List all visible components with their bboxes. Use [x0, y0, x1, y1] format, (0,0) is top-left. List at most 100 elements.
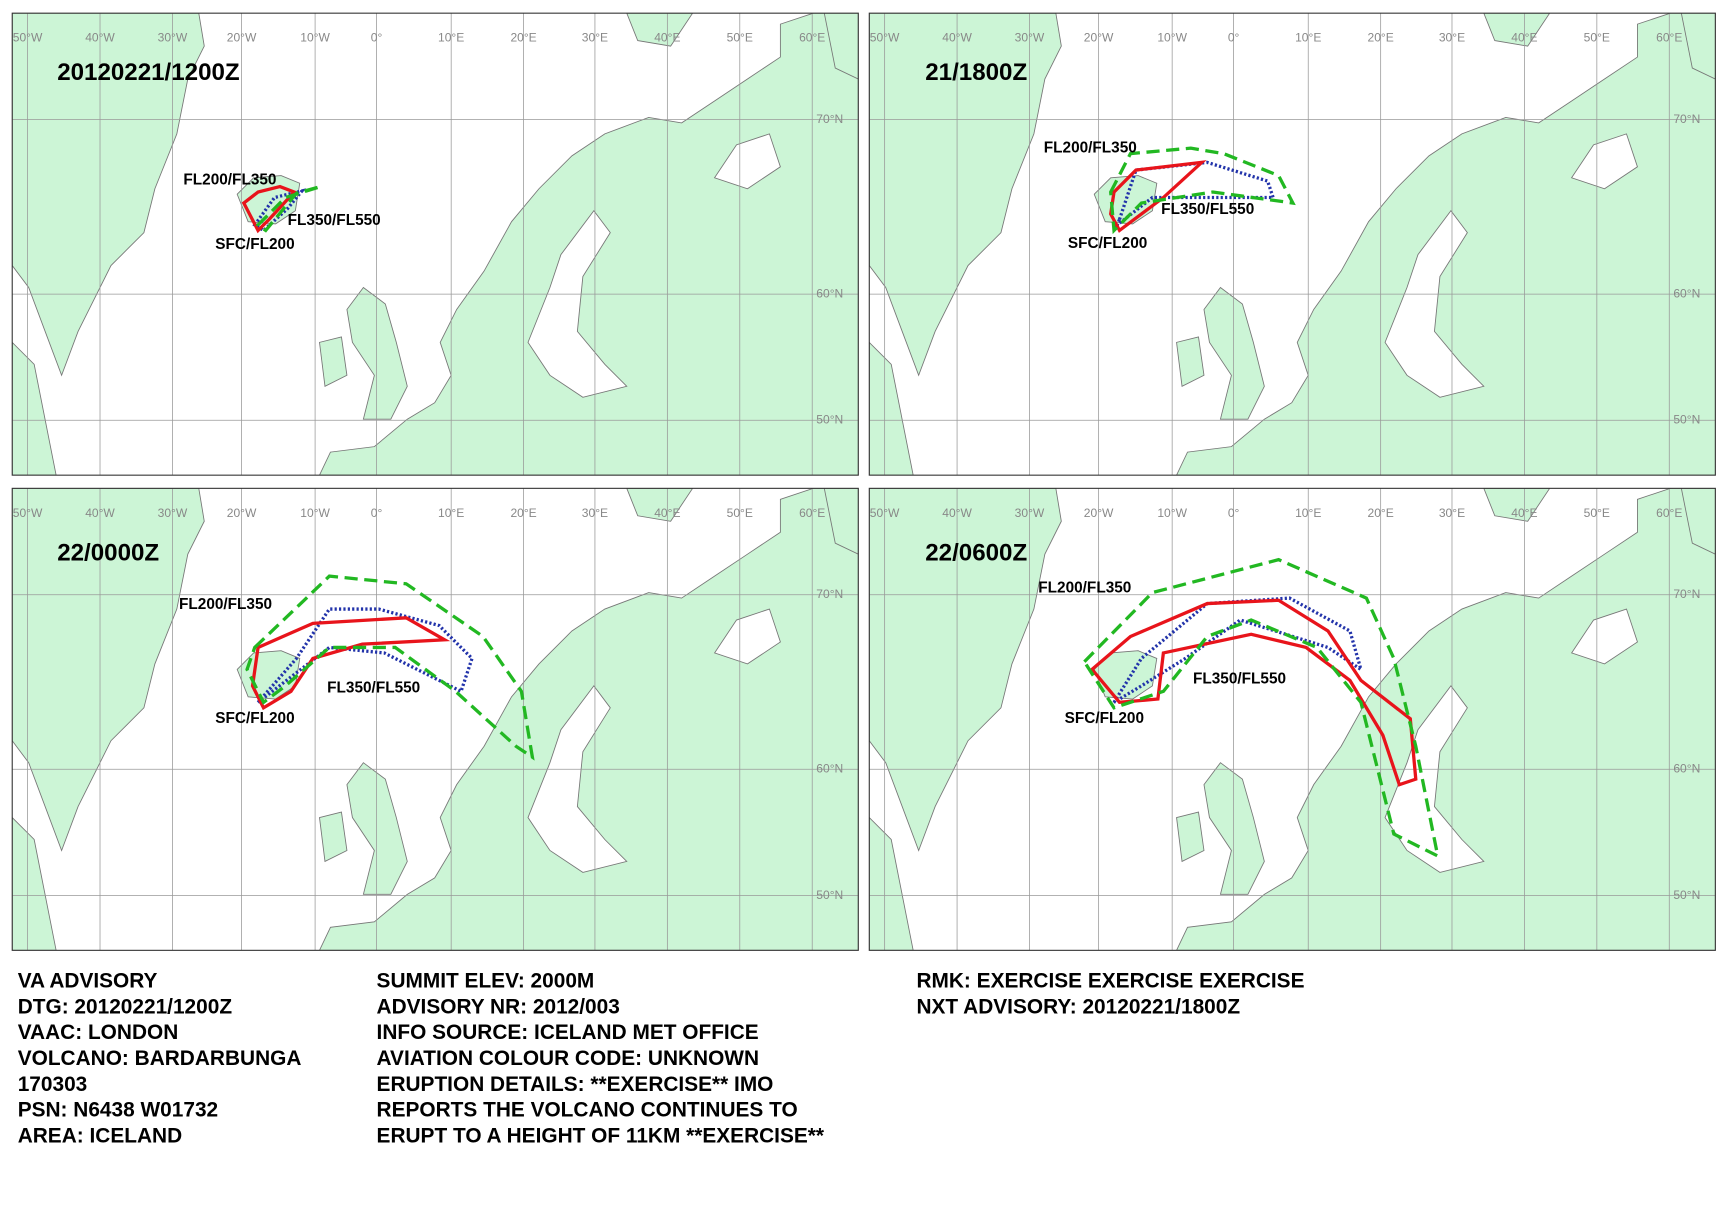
panel-border	[11, 487, 859, 951]
cloud-sfc-fl200	[250, 616, 451, 711]
advisory-line: VAAC: LONDON	[18, 1021, 179, 1044]
longitude-label: 10°W	[300, 31, 330, 45]
longitude-label: 10°W	[300, 506, 330, 520]
longitude-label: 30°E	[582, 506, 608, 520]
layer-label: SFC/FL200	[1065, 710, 1144, 727]
panel-time: 22/0600Z	[925, 540, 1027, 567]
cloud-sfc-fl200	[1108, 160, 1207, 233]
longitude-label: 50°W	[13, 506, 43, 520]
longitude-label: 10°E	[1295, 506, 1321, 520]
advisory-line: RMK: EXERCISE EXERCISE EXERCISE	[916, 970, 1304, 993]
longitude-label: 30°W	[158, 31, 188, 45]
longitude-label: 40°E	[654, 506, 680, 520]
layer-label: SFC/FL200	[1068, 235, 1147, 252]
map-content: 50°W 40°W 30°W 20°W 10°W 0° 10°E 20°E 30°E 40°E 50…	[12, 13, 859, 476]
layer-label: FL200/FL350	[179, 596, 272, 613]
layer-label: SFC/FL200	[215, 710, 294, 727]
advisory-line: VA ADVISORY	[18, 970, 158, 993]
longitude-label: 20°E	[510, 31, 536, 45]
longitude-label: 40°W	[85, 31, 115, 45]
longitude-label: 40°W	[85, 506, 115, 520]
panel-border	[868, 12, 1716, 476]
advisory-line: AVIATION COLOUR CODE: UNKNOWN	[377, 1047, 759, 1070]
advisory-line: NXT ADVISORY: 20120221/1800Z	[916, 995, 1240, 1018]
latitude-label: 60°N	[1673, 286, 1700, 300]
panel-time: 22/0000Z	[57, 540, 159, 567]
longitude-label: 60°E	[1656, 31, 1682, 45]
longitude-label: 10°E	[438, 506, 464, 520]
cloud-fl200-fl350	[255, 184, 322, 233]
longitude-label: 60°E	[799, 506, 825, 520]
advisory-line: PSN: N6438 W01732	[18, 1099, 218, 1122]
longitude-label: 10°W	[1157, 31, 1187, 45]
longitude-label: 50°W	[870, 31, 900, 45]
layer-label: FL350/FL550	[1161, 201, 1254, 218]
layer-label: SFC/FL200	[215, 236, 294, 253]
longitude-label: 50°E	[1584, 31, 1610, 45]
map-panel: 50°W 40°W 30°W 20°W 10°W 0° 10°E 20°E 30°E 40°E 50…	[11, 12, 859, 476]
longitude-label: 50°E	[727, 506, 753, 520]
longitude-label: 30°E	[1439, 506, 1465, 520]
latitude-label: 60°N	[816, 762, 843, 776]
panel-border	[11, 12, 859, 476]
longitude-label: 50°E	[1584, 506, 1610, 520]
advisory-line: ERUPTION DETAILS: **EXERCISE** IMO	[377, 1073, 774, 1096]
longitude-label: 20°E	[1368, 31, 1394, 45]
cloud-sfc-fl200	[241, 184, 298, 234]
layer-label: FL350/FL550	[327, 679, 420, 696]
latitude-label: 70°N	[816, 112, 843, 126]
latitude-label: 60°N	[816, 286, 843, 300]
longitude-label: 60°E	[799, 31, 825, 45]
panel-time: 20120221/1200Z	[57, 59, 240, 86]
longitude-label: 30°E	[582, 31, 608, 45]
longitude-label: 20°E	[1368, 506, 1394, 520]
longitude-label: 20°W	[227, 506, 257, 520]
longitude-label: 40°W	[942, 31, 972, 45]
layer-label: FL200/FL350	[183, 171, 276, 188]
longitude-label: 10°W	[1157, 506, 1187, 520]
longitude-label: 20°W	[1084, 31, 1114, 45]
cloud-sfc-fl200	[1089, 598, 1418, 787]
map-content: 50°W 40°W 30°W 20°W 10°W 0° 10°E 20°E 30°E 40°E 50…	[869, 488, 1716, 951]
cloud-fl200-fl350	[1109, 146, 1296, 235]
longitude-label: 30°W	[158, 506, 188, 520]
longitude-label: 0°	[1228, 506, 1240, 520]
latitude-label: 50°N	[1673, 413, 1700, 427]
longitude-label: 40°E	[654, 31, 680, 45]
longitude-label: 40°E	[1511, 31, 1537, 45]
cloud-fl350-fl550	[256, 607, 474, 704]
latitude-label: 50°N	[816, 413, 843, 427]
advisory-line: ADVISORY NR: 2012/003	[377, 995, 620, 1018]
longitude-label: 20°E	[510, 506, 536, 520]
layer-label: FL200/FL350	[1038, 580, 1131, 597]
panel-border	[868, 487, 1716, 951]
advisory-line: DTG: 20120221/1200Z	[18, 995, 233, 1018]
advisory-line: INFO SOURCE: ICELAND MET OFFICE	[377, 1021, 759, 1044]
layer-label: FL350/FL550	[1193, 671, 1286, 688]
map-panel: 50°W 40°W 30°W 20°W 10°W 0° 10°E 20°E 30°E 40°E 50…	[868, 12, 1716, 476]
cloud-fl200-fl350	[1082, 557, 1440, 859]
longitude-label: 50°E	[727, 31, 753, 45]
longitude-label: 50°W	[870, 506, 900, 520]
layer-label: FL350/FL550	[288, 212, 381, 229]
longitude-label: 30°W	[1015, 506, 1045, 520]
latitude-label: 60°N	[1673, 762, 1700, 776]
advisory-line: AREA: ICELAND	[18, 1124, 182, 1147]
latitude-label: 50°N	[1673, 888, 1700, 902]
layer-label: FL200/FL350	[1044, 140, 1137, 157]
latitude-label: 70°N	[1673, 587, 1700, 601]
panel-time: 21/1800Z	[925, 59, 1027, 86]
longitude-label: 60°E	[1656, 506, 1682, 520]
longitude-label: 0°	[371, 31, 383, 45]
advisory-line: SUMMIT ELEV: 2000M	[377, 970, 595, 993]
advisory-line: REPORTS THE VOLCANO CONTINUES TO	[377, 1099, 798, 1122]
latitude-label: 70°N	[1673, 112, 1700, 126]
longitude-label: 50°W	[13, 31, 43, 45]
longitude-label: 40°E	[1511, 506, 1537, 520]
map-content: 50°W 40°W 30°W 20°W 10°W 0° 10°E 20°E 30°E 40°E 50…	[869, 13, 1716, 476]
longitude-label: 0°	[1228, 31, 1240, 45]
latitude-label: 50°N	[816, 888, 843, 902]
longitude-label: 30°E	[1439, 31, 1465, 45]
